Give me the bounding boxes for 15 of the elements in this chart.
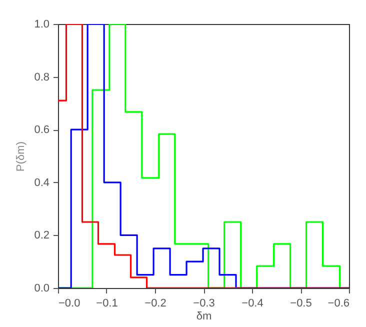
y-tick-label: 1.0 <box>34 18 50 30</box>
y-axis-title: P(δm) <box>15 142 28 172</box>
y-tick-label: 0.4 <box>34 176 50 189</box>
x-tick-label: −0.4 <box>242 298 264 310</box>
x-tick-label: −0.3 <box>193 298 215 310</box>
x-tick-label: −0.5 <box>290 298 312 310</box>
y-tick-label: 0.2 <box>34 230 50 242</box>
x-axis-title: δm <box>196 310 212 322</box>
y-tick-label: 0.6 <box>34 124 50 136</box>
x-tick-label: −0.2 <box>144 298 166 310</box>
y-tick-label: 0.8 <box>34 71 50 84</box>
x-tick-label: −0.0 <box>58 298 80 310</box>
x-tick-label: −0.1 <box>96 298 118 310</box>
y-tick-label: 0.0 <box>34 282 50 294</box>
x-tick-label: −0.6 <box>328 298 350 310</box>
